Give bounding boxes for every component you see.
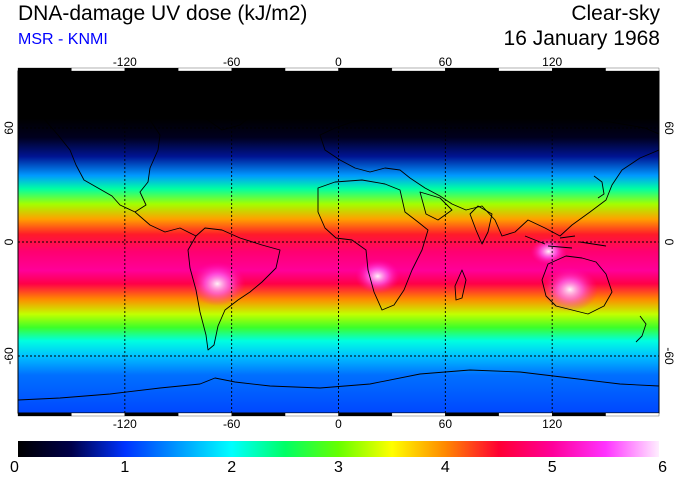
frame-tick: [552, 412, 606, 417]
longitude-label: 60: [439, 417, 453, 431]
latitude-label-right: -60: [662, 347, 676, 365]
longitude-label: -60: [223, 55, 241, 69]
colorbar-tick-label: 5: [547, 459, 557, 476]
colorbar-gradient: [18, 441, 659, 457]
colorbar-tick-label: 3: [334, 459, 343, 476]
latitude-label-left: -60: [2, 347, 16, 365]
hotspot-australia: [542, 267, 598, 312]
frame-tick: [445, 67, 499, 72]
frame-tick: [124, 412, 179, 417]
coastline-australia: [541, 255, 613, 315]
frame-tick: [605, 67, 660, 72]
frame-tick: [445, 412, 499, 417]
coastline-india: [469, 205, 493, 245]
frame-tick: [338, 67, 393, 72]
coastline-greenland: [194, 85, 263, 131]
latitude-label-right: 60: [662, 121, 676, 135]
colorbar-tick-label: 1: [120, 459, 130, 476]
frame-tick: [498, 412, 553, 417]
lat-lon-grid: [18, 71, 659, 413]
longitude-label: -60: [223, 417, 241, 431]
colorbar-tick-label: 6: [658, 459, 667, 476]
latitude-label-left: 60: [2, 121, 16, 135]
hotspot-southern-africa: [355, 259, 401, 294]
frame-tick: [17, 67, 72, 72]
frame-tick: [338, 412, 393, 417]
coastline-antarctica: [18, 369, 659, 401]
frame-tick-marks: [17, 67, 660, 417]
longitude-label: -120: [113, 55, 137, 69]
coastline-japan: [593, 175, 605, 199]
source-credit: MSR - KNMI: [18, 31, 108, 48]
latitude-label-right: 0: [662, 239, 676, 246]
longitude-label: 60: [439, 55, 453, 69]
map-title: DNA-damage UV dose (kJ/m2): [18, 2, 308, 25]
frame-tick: [391, 412, 446, 417]
hotspot-layer: [189, 237, 598, 312]
coastline-new-zealand: [635, 315, 647, 343]
colorbar: [18, 441, 659, 457]
frame-tick: [391, 67, 446, 72]
frame-tick: [178, 412, 232, 417]
frame-tick: [284, 412, 339, 417]
frame-tick: [17, 412, 72, 417]
coastline-indonesia: [524, 235, 607, 249]
longitude-label: 120: [542, 417, 562, 431]
coastline-africa: [317, 179, 429, 311]
frame-tick: [284, 67, 339, 72]
hotspot-indonesia: [530, 237, 567, 266]
longitude-label: -120: [113, 417, 137, 431]
colorbar-tick-label: 4: [440, 459, 450, 476]
coastline-europe-asia: [319, 109, 659, 237]
sky-condition-label: Clear-sky: [571, 2, 660, 25]
frame-tick: [231, 412, 286, 417]
colorbar-tick-label: 0: [10, 459, 19, 476]
longitude-label: 120: [542, 55, 562, 69]
longitude-label: 0: [335, 55, 342, 69]
map-date: 16 January 1968: [503, 27, 660, 50]
coastline-north-america: [34, 99, 161, 213]
latitude-label-left: 0: [2, 238, 16, 245]
longitude-label: 0: [335, 417, 342, 431]
frame-tick: [605, 412, 660, 417]
colorbar-tick-label: 2: [227, 459, 237, 476]
coastline-central-america: [134, 211, 197, 237]
frame-tick: [71, 412, 125, 417]
coastlines: [18, 85, 659, 401]
coastline-madagascar: [454, 269, 467, 301]
axis-labels: -120 -120 -60 -60 0 0 60 60 120 120 60 60 0 0 -60 -60: [2, 55, 676, 431]
